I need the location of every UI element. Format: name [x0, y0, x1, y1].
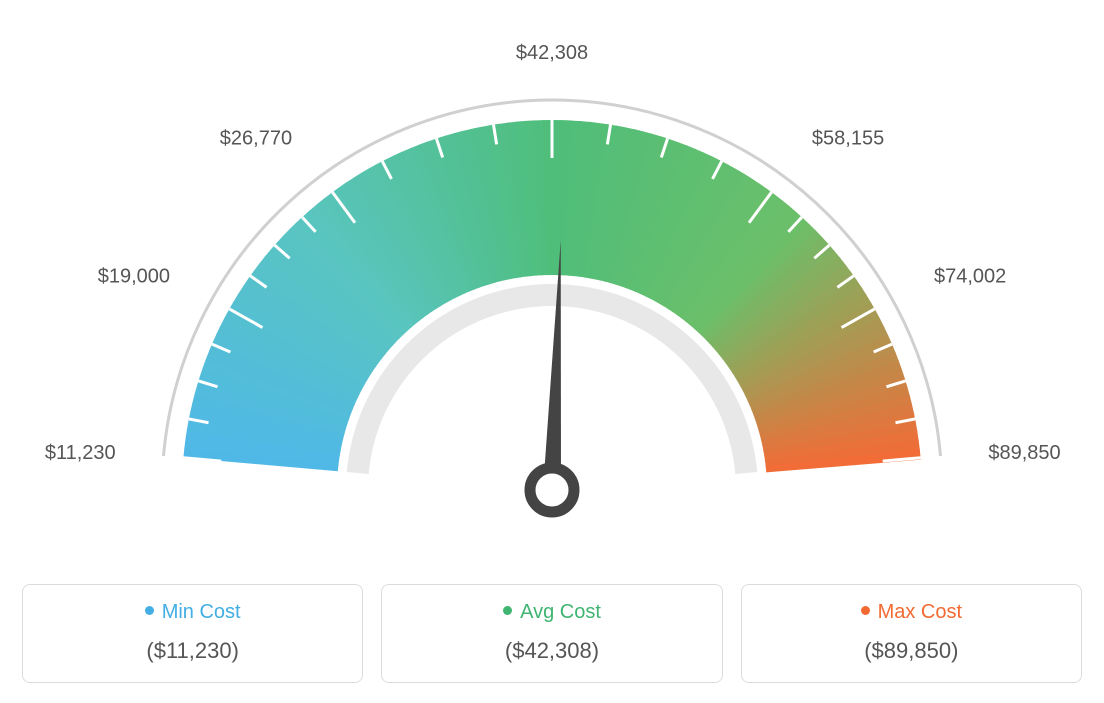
dot-icon [861, 606, 870, 615]
scale-label: $42,308 [516, 42, 588, 64]
legend-row: Min Cost ($11,230) Avg Cost ($42,308) Ma… [22, 584, 1082, 683]
legend-max-title: Max Cost [861, 601, 962, 624]
legend-max-value: ($89,850) [742, 638, 1081, 664]
legend-min-card: Min Cost ($11,230) [22, 584, 363, 683]
gauge-needle [543, 240, 561, 490]
legend-min-title: Min Cost [145, 601, 241, 624]
dot-icon [145, 606, 154, 615]
legend-max-title-text: Max Cost [878, 601, 962, 623]
gauge-svg: $11,230 $19,000 $26,770 $42,308 $58,155 $74,0… [22, 20, 1082, 560]
legend-avg-title-text: Avg Cost [520, 601, 601, 623]
gauge-chart: $11,230 $19,000 $26,770 $42,308 $58,155 $74,0… [22, 20, 1082, 560]
scale-label: $89,850 [988, 442, 1060, 464]
scale-label: $74,002 [934, 266, 1006, 288]
legend-min-title-text: Min Cost [162, 601, 241, 623]
scale-label: $26,770 [220, 127, 292, 149]
scale-label: $11,230 [45, 442, 116, 464]
legend-max-card: Max Cost ($89,850) [741, 584, 1082, 683]
gauge-hub [530, 468, 574, 512]
legend-avg-title: Avg Cost [503, 601, 601, 624]
legend-avg-card: Avg Cost ($42,308) [381, 584, 722, 683]
legend-avg-value: ($42,308) [382, 638, 721, 664]
legend-min-value: ($11,230) [23, 638, 362, 664]
scale-label: $58,155 [812, 127, 884, 149]
dot-icon [503, 606, 512, 615]
scale-label: $19,000 [98, 266, 170, 288]
